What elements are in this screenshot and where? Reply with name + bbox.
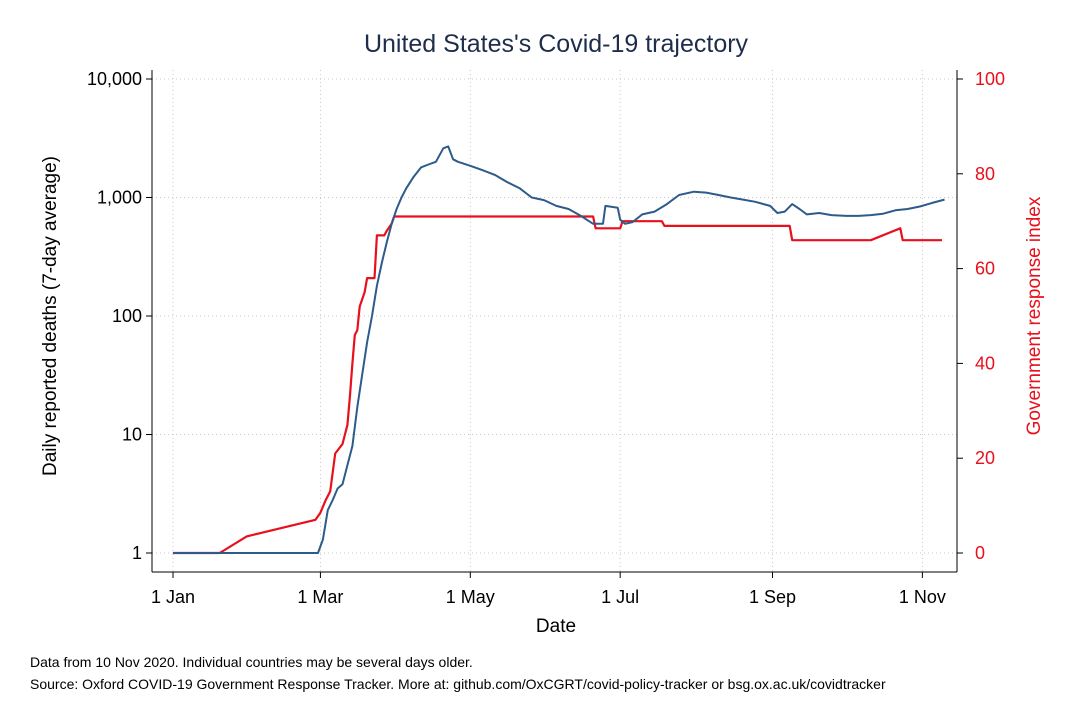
y2-tick-label: 40 bbox=[975, 353, 995, 373]
x-tick-label: 1 Sep bbox=[749, 587, 796, 607]
y-tick-label: 100 bbox=[112, 306, 142, 326]
deaths-line bbox=[173, 145, 945, 554]
y-tick-label: 1 bbox=[132, 543, 142, 563]
series-layer bbox=[173, 145, 945, 555]
y2-tick-label: 60 bbox=[975, 259, 995, 279]
response-index-line bbox=[173, 215, 942, 555]
y-tick-label: 1,000 bbox=[97, 188, 142, 208]
x-tick-label: 1 Mar bbox=[297, 587, 343, 607]
gridlines bbox=[152, 70, 957, 572]
y2-tick-label: 100 bbox=[975, 69, 1005, 89]
x-tick-label: 1 Jan bbox=[151, 587, 195, 607]
left-axis-ticks: 1 10 100 1,000 10,000 bbox=[87, 69, 152, 563]
y-tick-label: 10 bbox=[122, 425, 142, 445]
y2-tick-label: 0 bbox=[975, 543, 985, 563]
x-axis-ticks: 1 Jan 1 Mar 1 May 1 Jul 1 Sep 1 Nov bbox=[151, 572, 946, 607]
y2-tick-label: 80 bbox=[975, 164, 995, 184]
x-tick-label: 1 Jul bbox=[601, 587, 639, 607]
y-axis-label: Daily reported deaths (7-day average) bbox=[40, 156, 61, 476]
y2-axis-label: Government response index bbox=[1024, 196, 1045, 435]
x-tick-label: 1 May bbox=[446, 587, 495, 607]
y-tick-label: 10,000 bbox=[87, 69, 142, 89]
data-date-note: Data from 10 Nov 2020. Individual countr… bbox=[30, 654, 473, 670]
chart-title: United States's Covid-19 trajectory bbox=[364, 30, 749, 58]
right-axis-ticks: 0 20 40 60 80 100 bbox=[957, 69, 1005, 563]
x-tick-label: 1 Nov bbox=[899, 587, 946, 607]
source-note: Source: Oxford COVID-19 Government Respo… bbox=[30, 676, 886, 692]
y2-tick-label: 20 bbox=[975, 448, 995, 468]
x-axis-label: Date bbox=[536, 616, 576, 637]
